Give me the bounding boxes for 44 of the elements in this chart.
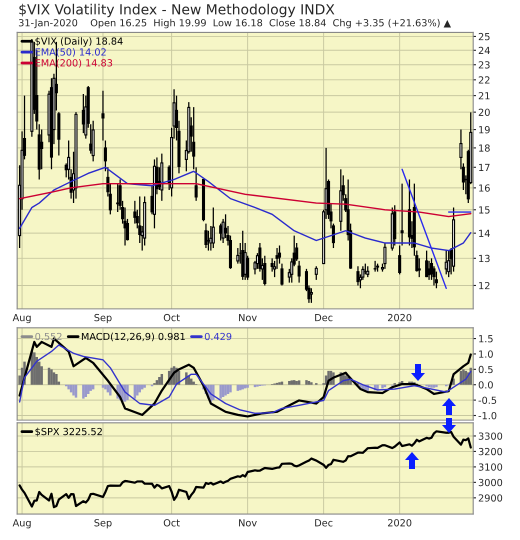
y-tick-label: 18 [479, 144, 490, 152]
y-tick-label: 13 [479, 254, 490, 262]
y-tick-label: 14 [479, 230, 490, 237]
x-tick-label: Sep [94, 519, 112, 528]
y-tick-label: 22 [478, 76, 490, 84]
x-tick-label: Oct [164, 519, 180, 526]
x-tick-label: Dec [315, 314, 332, 322]
y-tick-label: 0.0 [478, 381, 493, 389]
legend-label: $SPX 3225.52 [35, 428, 102, 436]
legend-label: MACD(12,26,9) 0.981 [82, 332, 185, 342]
y-tick-label: 25 [478, 32, 490, 40]
y-tick-label: 15 [479, 206, 490, 214]
y-tick-label: 1.0 [479, 350, 493, 358]
y-tick-label: 12 [479, 282, 490, 290]
y-tick-label: 19 [479, 126, 490, 134]
x-tick-label: Aug [12, 519, 31, 528]
y-tick-label: 0.5 [478, 366, 493, 374]
chart-title: $VIX Volatility Index - New Methodology INDX [19, 4, 334, 18]
y-tick-label: 1.5 [479, 335, 493, 342]
y-tick-label: 17 [479, 164, 490, 171]
legend-label: $VIX (Daily) 18.84 [35, 37, 123, 47]
y-tick-label: 23 [478, 61, 490, 69]
y-tick-label: 20 [478, 108, 490, 116]
y-tick-label: 24 [478, 46, 490, 54]
x-tick-label: Oct [164, 314, 180, 322]
y-tick-label: 16 [479, 184, 490, 192]
legend-label: 0.429 [204, 332, 232, 340]
x-tick-label: Dec [315, 519, 332, 526]
x-tick-label: Sep [94, 314, 112, 324]
series-label: 0.552 [35, 332, 62, 340]
y-tick-label: 2900 [478, 494, 502, 502]
x-tick-label: Nov [239, 314, 257, 322]
x-tick-label: 2020 [388, 519, 412, 526]
x-tick-label: Nov [239, 519, 257, 526]
y-tick-label: 3300 [478, 432, 502, 440]
y-tick-label: -0.5 [478, 396, 496, 404]
y-tick-label: 3000 [478, 478, 502, 486]
y-tick-label: -1.0 [478, 412, 496, 420]
y-tick-label: 21 [478, 92, 490, 100]
x-tick-label: Aug [12, 314, 31, 324]
y-tick-label: 3200 [478, 448, 502, 456]
chart-subtitle: 31-Jan-2020 Open 16.25 High 19.99 Low 16.18 Close 18.84 Chg +3.35 (+21.63%) ▲ [18, 18, 452, 28]
y-tick-label: 3100 [478, 463, 502, 471]
x-tick-label: 2020 [388, 314, 412, 322]
